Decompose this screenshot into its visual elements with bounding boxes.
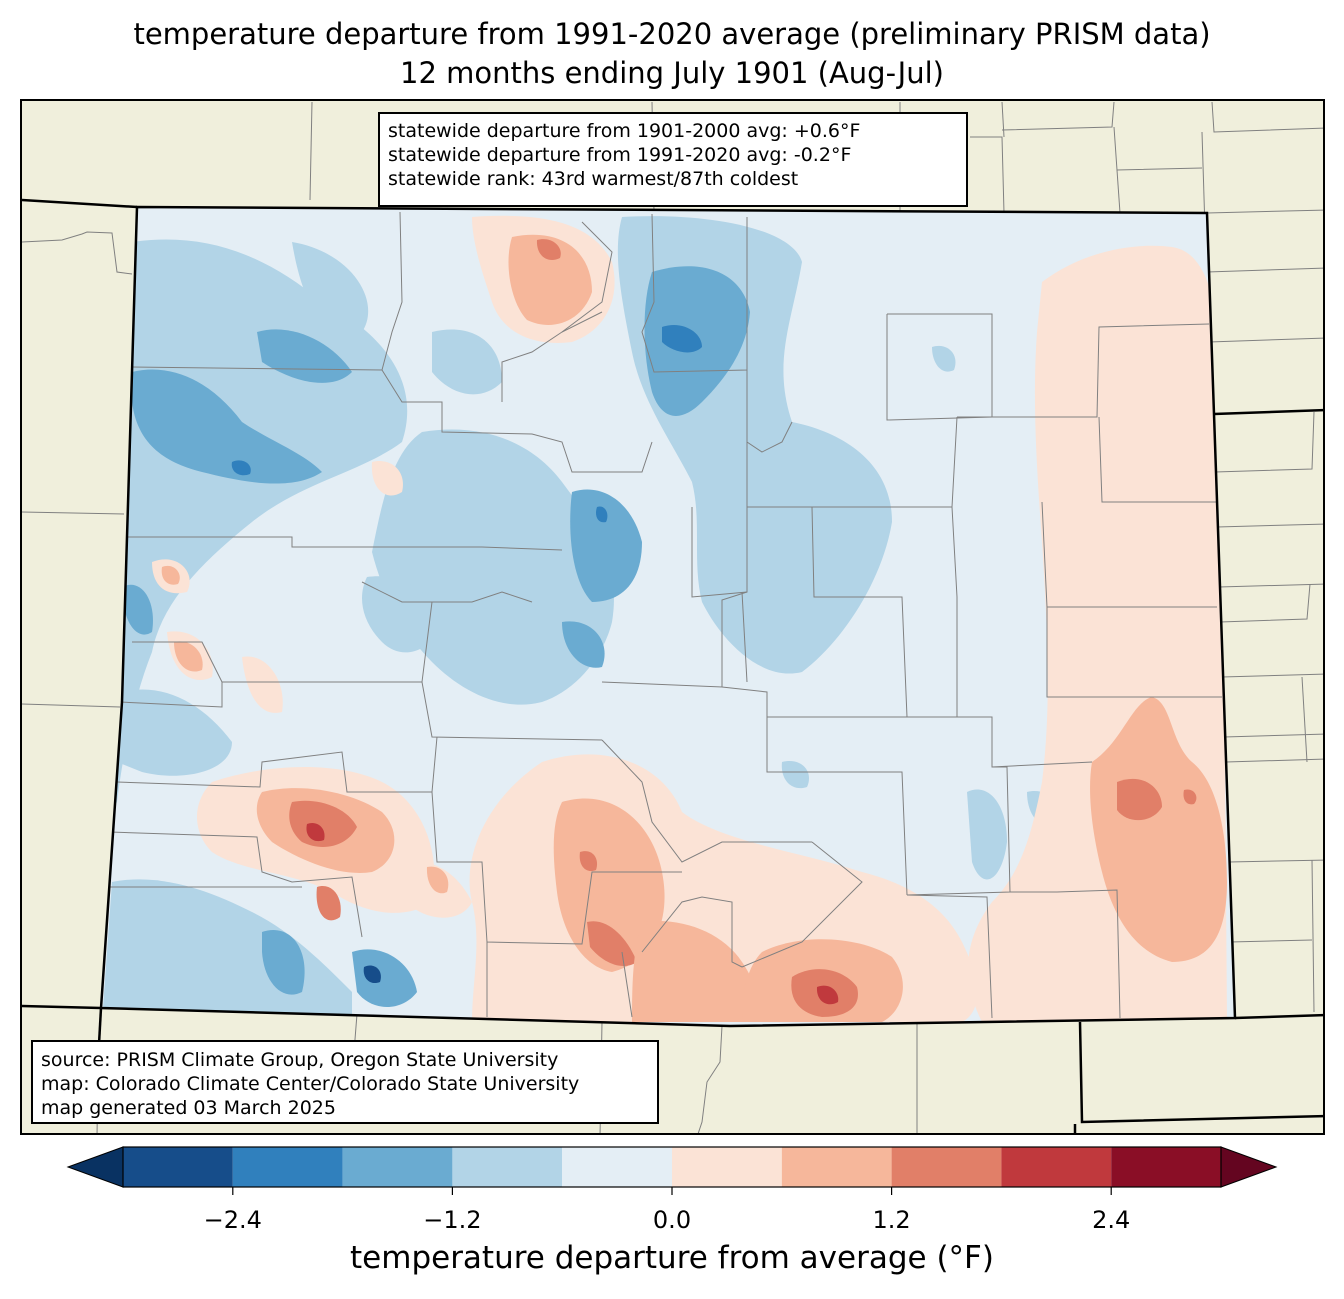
colorbar-bin-6 [781, 1147, 892, 1187]
colorbar-tick-label: −1.2 [423, 1206, 482, 1234]
colorbar [66, 1146, 1278, 1195]
source-prism: source: PRISM Climate Group, Oregon Stat… [41, 1049, 559, 1071]
map-subtitle: 12 months ending July 1901 (Aug-Jul) [400, 56, 944, 90]
source-generated-date: map generated 03 March 2025 [41, 1097, 336, 1119]
source-map-credit: map: Colorado Climate Center/Colorado St… [41, 1073, 580, 1095]
colorado-border [99, 205, 1237, 1028]
colorbar-tick-label: 2.4 [1092, 1206, 1131, 1234]
colorbar-tick-label: −2.4 [203, 1206, 262, 1234]
source-credit-box: source: PRISM Climate Group, Oregon Stat… [31, 1040, 659, 1124]
colorado-map [22, 101, 1323, 1133]
county-lines [107, 211, 1222, 1019]
stats-rank: statewide rank: 43rd warmest/87th coldes… [388, 168, 799, 190]
colorbar-bin-1 [232, 1147, 343, 1187]
colorbar-tick-label: 1.2 [872, 1206, 911, 1234]
colorbar-under-arrow [66, 1146, 124, 1188]
map-panel [20, 99, 1325, 1135]
temperature-departure-field [101, 207, 1235, 1026]
colorbar-bin-7 [891, 1147, 1002, 1187]
colorbar-bins [123, 1147, 1221, 1187]
colorbar-bin-4 [562, 1147, 672, 1187]
colorbar-tick-label: 0.0 [652, 1206, 692, 1234]
colorbar-ticks [232, 1187, 1112, 1195]
colorbar-bin-5 [672, 1147, 782, 1187]
colorbar-bin-0 [123, 1147, 233, 1187]
stats-departure-1901-2000: statewide departure from 1901-2000 avg: … [388, 120, 861, 142]
colorbar-over-arrow [1220, 1146, 1278, 1188]
statewide-stats-box: statewide departure from 1901-2000 avg: … [378, 112, 968, 207]
colorbar-bin-2 [342, 1147, 453, 1187]
map-title: temperature departure from 1991-2020 ave… [133, 17, 1211, 51]
stats-departure-1991-2020: statewide departure from 1991-2020 avg: … [388, 144, 852, 166]
colorbar-bin-8 [1001, 1147, 1112, 1187]
state-borders [22, 198, 1323, 1133]
colorbar-bin-3 [452, 1147, 563, 1187]
colorbar-bin-9 [1111, 1147, 1221, 1187]
colorbar-label: temperature departure from average (°F) [350, 1240, 994, 1276]
